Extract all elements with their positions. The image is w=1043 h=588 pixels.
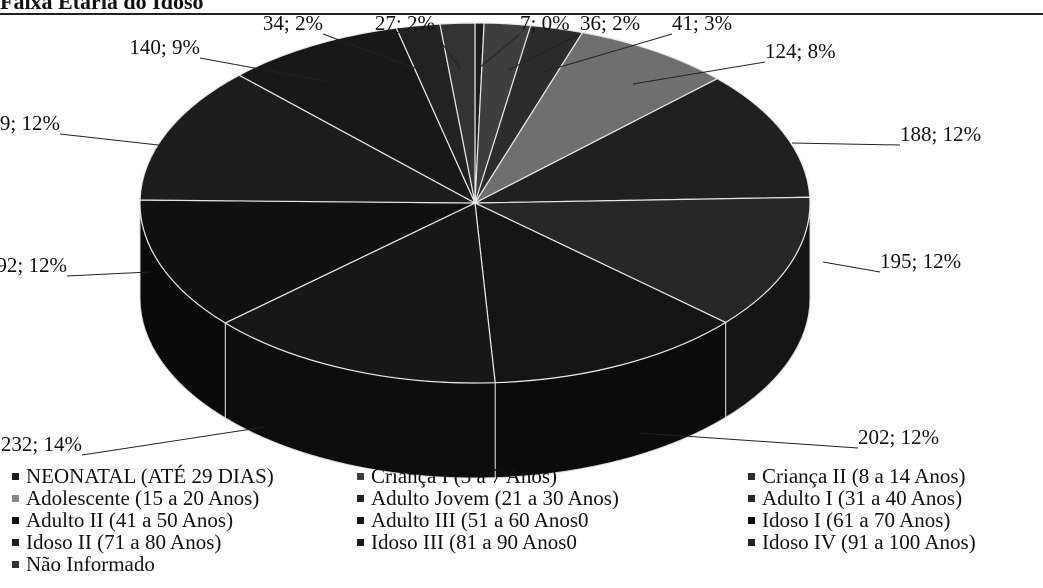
- pie-slice-10: [139, 74, 476, 204]
- leader-line-6: [822, 261, 881, 273]
- leader-line-7: [639, 432, 859, 449]
- leader-line-3: [542, 33, 673, 73]
- leader-line-1: [478, 33, 521, 69]
- data-label-8: 232; 14%: [1, 432, 82, 456]
- leader-line-13: [434, 33, 461, 69]
- pie-slice-6: [474, 196, 811, 324]
- leader-line-9: [66, 271, 151, 277]
- data-label-10: 199; 12%: [0, 111, 60, 135]
- data-label-11: 140; 9%: [129, 35, 200, 59]
- data-label-13: 27; 2%: [375, 11, 435, 35]
- title-rule: [0, 13, 1043, 15]
- leader-line-5: [791, 142, 901, 146]
- leader-line-11: [199, 57, 326, 82]
- pie-slice-7: [474, 201, 727, 384]
- leader-line-12: [322, 33, 416, 69]
- data-label-2: 36; 2%: [580, 11, 640, 35]
- leader-line-8: [81, 426, 266, 456]
- data-label-6: 195; 12%: [880, 249, 961, 273]
- pie-slice-8: [224, 202, 496, 384]
- pie-slice-9: [139, 199, 476, 324]
- data-label-12: 34; 2%: [263, 11, 323, 35]
- leader-line-4: [632, 61, 766, 85]
- pie-slice-5: [474, 77, 811, 204]
- chart-title: Faixa Etária do Idoso: [0, 0, 1043, 11]
- data-label-5: 188; 12%: [900, 122, 981, 146]
- data-label-1: 7; 0%: [520, 11, 570, 35]
- pie-slice-11: [237, 27, 477, 205]
- pie-slice-13: [439, 22, 476, 204]
- leader-line-2: [507, 33, 581, 71]
- leader-line-10: [59, 133, 186, 149]
- data-label-3: 41; 3%: [672, 11, 732, 35]
- data-label-7: 202; 12%: [858, 425, 939, 449]
- data-label-9: 192; 12%: [0, 253, 67, 277]
- data-label-4: 124; 8%: [765, 39, 836, 63]
- pie-slice-4: [473, 31, 719, 205]
